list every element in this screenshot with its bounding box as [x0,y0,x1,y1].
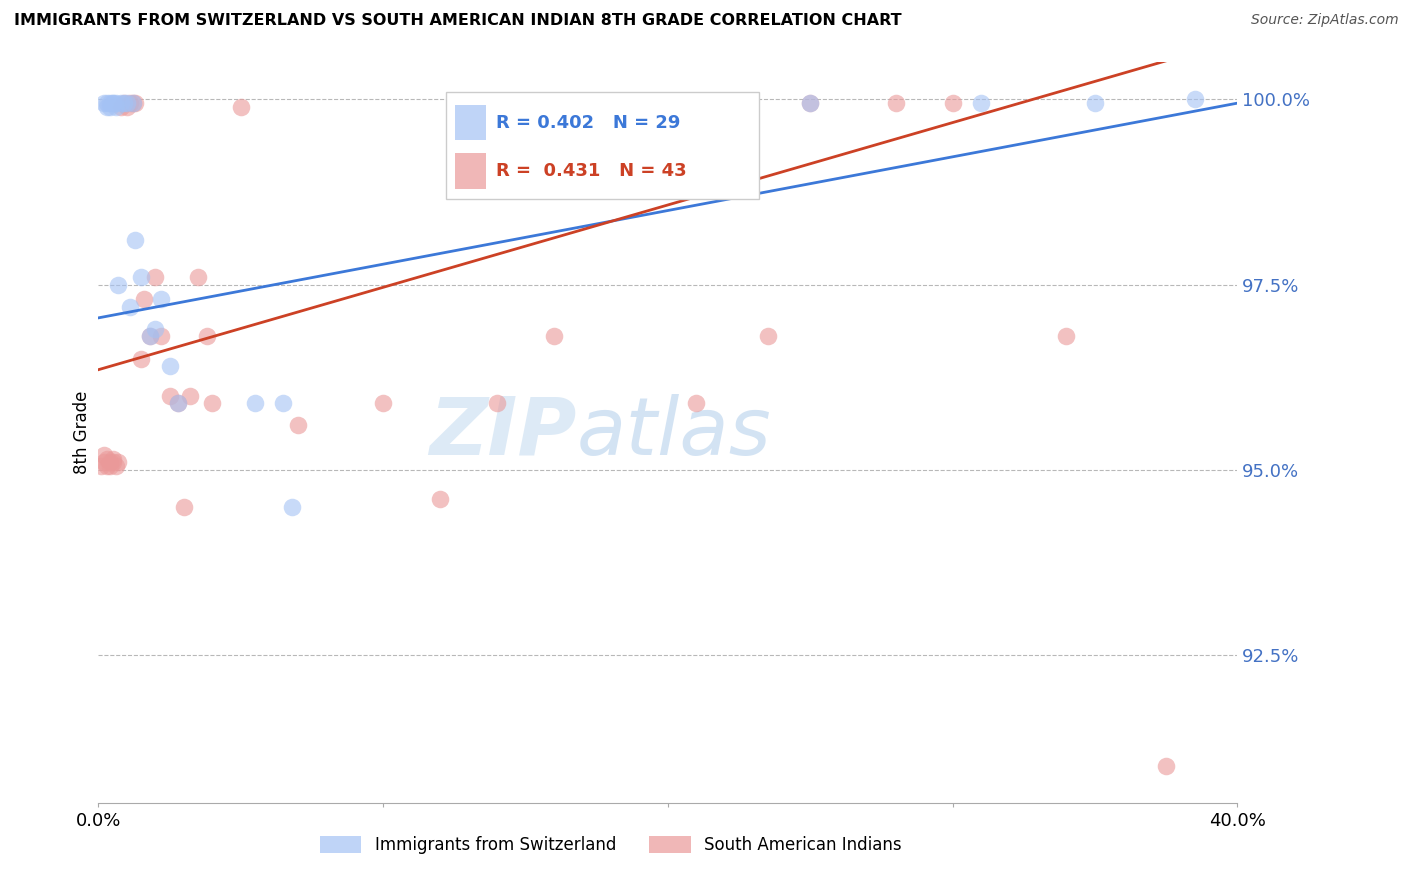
Point [121,96,143,111]
Point [429,492,451,507]
Point [112,96,135,111]
Point [150,329,173,343]
Point [115,96,138,111]
Point [167,396,190,410]
Point [884,96,907,111]
Point [96,451,118,466]
Point [101,96,124,111]
Point [112,96,135,111]
Point [129,270,152,285]
Point [104,100,127,114]
Y-axis label: 8th Grade: 8th Grade [73,391,91,475]
Point [942,96,965,111]
Point [96,458,118,473]
Point [543,329,565,343]
Point [195,329,218,343]
Point [90,458,112,473]
Point [273,396,295,410]
Point [799,96,821,111]
Point [98,458,121,473]
Point [101,96,124,111]
Point [287,418,309,433]
Point [110,100,132,114]
Point [159,388,181,402]
Point [201,396,224,410]
Point [129,351,152,366]
Point [138,329,160,343]
Text: Source: ZipAtlas.com: Source: ZipAtlas.com [1251,13,1399,28]
Point [101,451,124,466]
Point [1084,96,1107,111]
Point [93,455,115,469]
Point [150,293,173,307]
Point [628,96,651,111]
Point [104,458,127,473]
Point [243,396,266,410]
Point [1056,329,1078,343]
Point [98,100,121,114]
Point [486,396,509,410]
Point [115,100,138,114]
Point [1154,758,1177,772]
Point [98,96,121,111]
Point [173,500,195,514]
Point [104,96,127,111]
Point [145,322,167,336]
Point [167,396,190,410]
Point [98,455,121,469]
Legend: Immigrants from Switzerland, South American Indians: Immigrants from Switzerland, South Ameri… [314,830,908,861]
Point [93,96,115,111]
Point [118,300,141,314]
Point [124,233,146,247]
Point [1184,92,1206,106]
Point [756,329,779,343]
Point [138,329,160,343]
Point [124,96,146,111]
Point [187,270,209,285]
Point [93,448,115,462]
Point [101,455,124,469]
Point [179,388,201,402]
Point [107,277,129,292]
Point [159,359,181,373]
Point [281,500,304,514]
Point [970,96,993,111]
Point [132,293,155,307]
Point [121,96,143,111]
Text: atlas: atlas [576,393,772,472]
Point [799,96,821,111]
Point [96,100,118,114]
Point [96,96,118,111]
Text: IMMIGRANTS FROM SWITZERLAND VS SOUTH AMERICAN INDIAN 8TH GRADE CORRELATION CHART: IMMIGRANTS FROM SWITZERLAND VS SOUTH AME… [14,13,901,29]
Text: ZIP: ZIP [429,393,576,472]
Point [685,396,707,410]
Point [118,96,141,111]
Point [107,455,129,469]
Point [373,396,395,410]
Point [110,96,132,111]
Point [145,270,167,285]
Point [229,100,252,114]
